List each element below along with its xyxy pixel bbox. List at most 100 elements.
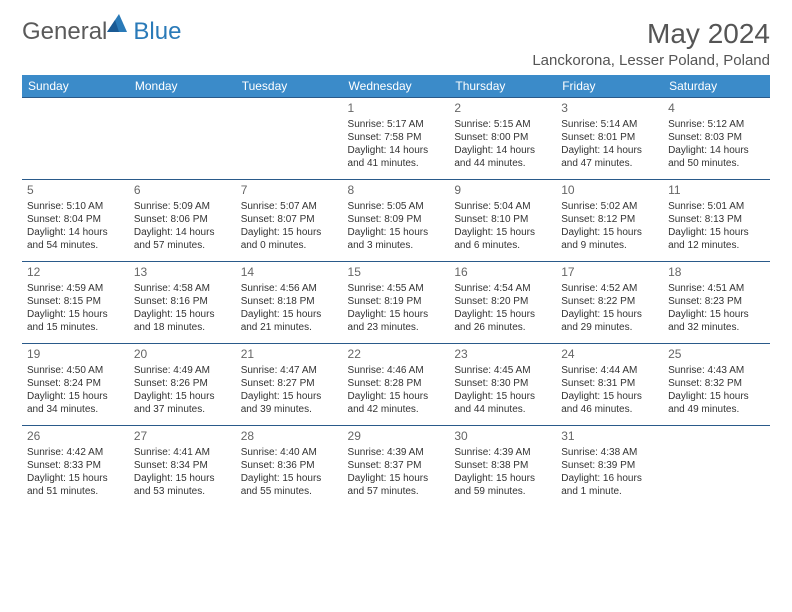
daylight-line-2: and 39 minutes. [241, 403, 338, 416]
logo-sail-icon [105, 12, 131, 39]
sunset-line: Sunset: 8:06 PM [134, 213, 231, 226]
sunset-line: Sunset: 8:33 PM [27, 459, 124, 472]
logo-text-blue: Blue [133, 18, 181, 46]
day-number: 24 [561, 347, 658, 363]
sunset-line: Sunset: 8:30 PM [454, 377, 551, 390]
calendar-day-cell [22, 98, 129, 180]
sunset-line: Sunset: 8:12 PM [561, 213, 658, 226]
daylight-line-2: and 46 minutes. [561, 403, 658, 416]
day-number: 25 [668, 347, 765, 363]
day-number: 2 [454, 101, 551, 117]
col-thursday: Thursday [449, 75, 556, 98]
daylight-line-1: Daylight: 15 hours [561, 308, 658, 321]
day-number: 8 [348, 183, 445, 199]
sunrise-line: Sunrise: 5:02 AM [561, 200, 658, 213]
calendar-day-cell: 27Sunrise: 4:41 AMSunset: 8:34 PMDayligh… [129, 426, 236, 508]
daylight-line-1: Daylight: 15 hours [241, 308, 338, 321]
calendar-week-row: 12Sunrise: 4:59 AMSunset: 8:15 PMDayligh… [22, 262, 770, 344]
daylight-line-1: Daylight: 14 hours [134, 226, 231, 239]
daylight-line-1: Daylight: 15 hours [454, 226, 551, 239]
calendar-day-cell: 9Sunrise: 5:04 AMSunset: 8:10 PMDaylight… [449, 180, 556, 262]
sunrise-line: Sunrise: 4:39 AM [454, 446, 551, 459]
col-saturday: Saturday [663, 75, 770, 98]
sunset-line: Sunset: 8:10 PM [454, 213, 551, 226]
sunrise-line: Sunrise: 4:39 AM [348, 446, 445, 459]
sunset-line: Sunset: 8:09 PM [348, 213, 445, 226]
calendar-day-cell: 22Sunrise: 4:46 AMSunset: 8:28 PMDayligh… [343, 344, 450, 426]
daylight-line-1: Daylight: 15 hours [241, 472, 338, 485]
daylight-line-1: Daylight: 15 hours [134, 308, 231, 321]
daylight-line-2: and 32 minutes. [668, 321, 765, 334]
sunset-line: Sunset: 8:24 PM [27, 377, 124, 390]
day-number: 29 [348, 429, 445, 445]
sunrise-line: Sunrise: 4:50 AM [27, 364, 124, 377]
col-friday: Friday [556, 75, 663, 98]
day-number: 20 [134, 347, 231, 363]
calendar-day-cell [663, 426, 770, 508]
month-title: May 2024 [532, 18, 770, 50]
calendar-day-cell: 10Sunrise: 5:02 AMSunset: 8:12 PMDayligh… [556, 180, 663, 262]
daylight-line-2: and 44 minutes. [454, 157, 551, 170]
daylight-line-2: and 3 minutes. [348, 239, 445, 252]
daylight-line-1: Daylight: 15 hours [134, 472, 231, 485]
sunrise-line: Sunrise: 4:44 AM [561, 364, 658, 377]
daylight-line-1: Daylight: 15 hours [348, 308, 445, 321]
sunrise-line: Sunrise: 5:17 AM [348, 118, 445, 131]
calendar-day-cell: 5Sunrise: 5:10 AMSunset: 8:04 PMDaylight… [22, 180, 129, 262]
calendar-day-cell: 1Sunrise: 5:17 AMSunset: 7:58 PMDaylight… [343, 98, 450, 180]
calendar-day-cell [236, 98, 343, 180]
calendar-day-cell: 11Sunrise: 5:01 AMSunset: 8:13 PMDayligh… [663, 180, 770, 262]
daylight-line-2: and 12 minutes. [668, 239, 765, 252]
sunrise-line: Sunrise: 5:09 AM [134, 200, 231, 213]
calendar-day-cell: 17Sunrise: 4:52 AMSunset: 8:22 PMDayligh… [556, 262, 663, 344]
col-tuesday: Tuesday [236, 75, 343, 98]
calendar-day-cell: 8Sunrise: 5:05 AMSunset: 8:09 PMDaylight… [343, 180, 450, 262]
calendar-week-row: 19Sunrise: 4:50 AMSunset: 8:24 PMDayligh… [22, 344, 770, 426]
sunrise-line: Sunrise: 4:45 AM [454, 364, 551, 377]
sunrise-line: Sunrise: 4:47 AM [241, 364, 338, 377]
daylight-line-1: Daylight: 14 hours [27, 226, 124, 239]
sunset-line: Sunset: 8:07 PM [241, 213, 338, 226]
sunrise-line: Sunrise: 5:07 AM [241, 200, 338, 213]
day-number: 10 [561, 183, 658, 199]
daylight-line-2: and 29 minutes. [561, 321, 658, 334]
sunset-line: Sunset: 8:01 PM [561, 131, 658, 144]
sunrise-line: Sunrise: 5:10 AM [27, 200, 124, 213]
calendar-day-cell: 20Sunrise: 4:49 AMSunset: 8:26 PMDayligh… [129, 344, 236, 426]
day-number: 28 [241, 429, 338, 445]
sunset-line: Sunset: 8:38 PM [454, 459, 551, 472]
daylight-line-1: Daylight: 15 hours [561, 390, 658, 403]
sunrise-line: Sunrise: 4:49 AM [134, 364, 231, 377]
daylight-line-2: and 54 minutes. [27, 239, 124, 252]
sunrise-line: Sunrise: 4:59 AM [27, 282, 124, 295]
day-number: 16 [454, 265, 551, 281]
daylight-line-2: and 21 minutes. [241, 321, 338, 334]
calendar-day-cell: 21Sunrise: 4:47 AMSunset: 8:27 PMDayligh… [236, 344, 343, 426]
calendar-day-cell: 3Sunrise: 5:14 AMSunset: 8:01 PMDaylight… [556, 98, 663, 180]
daylight-line-2: and 34 minutes. [27, 403, 124, 416]
sunset-line: Sunset: 8:26 PM [134, 377, 231, 390]
day-number: 1 [348, 101, 445, 117]
daylight-line-1: Daylight: 15 hours [348, 472, 445, 485]
daylight-line-1: Daylight: 15 hours [348, 226, 445, 239]
sunrise-line: Sunrise: 5:12 AM [668, 118, 765, 131]
daylight-line-2: and 53 minutes. [134, 485, 231, 498]
daylight-line-1: Daylight: 15 hours [668, 308, 765, 321]
sunrise-line: Sunrise: 4:56 AM [241, 282, 338, 295]
daylight-line-1: Daylight: 14 hours [454, 144, 551, 157]
daylight-line-1: Daylight: 15 hours [27, 390, 124, 403]
daylight-line-1: Daylight: 15 hours [27, 472, 124, 485]
sunset-line: Sunset: 8:15 PM [27, 295, 124, 308]
sunset-line: Sunset: 8:36 PM [241, 459, 338, 472]
day-number: 27 [134, 429, 231, 445]
sunrise-line: Sunrise: 5:01 AM [668, 200, 765, 213]
daylight-line-2: and 59 minutes. [454, 485, 551, 498]
day-number: 7 [241, 183, 338, 199]
day-number: 4 [668, 101, 765, 117]
day-number: 11 [668, 183, 765, 199]
day-number: 13 [134, 265, 231, 281]
day-number: 6 [134, 183, 231, 199]
daylight-line-1: Daylight: 15 hours [241, 390, 338, 403]
sunrise-line: Sunrise: 4:41 AM [134, 446, 231, 459]
sunset-line: Sunset: 8:34 PM [134, 459, 231, 472]
